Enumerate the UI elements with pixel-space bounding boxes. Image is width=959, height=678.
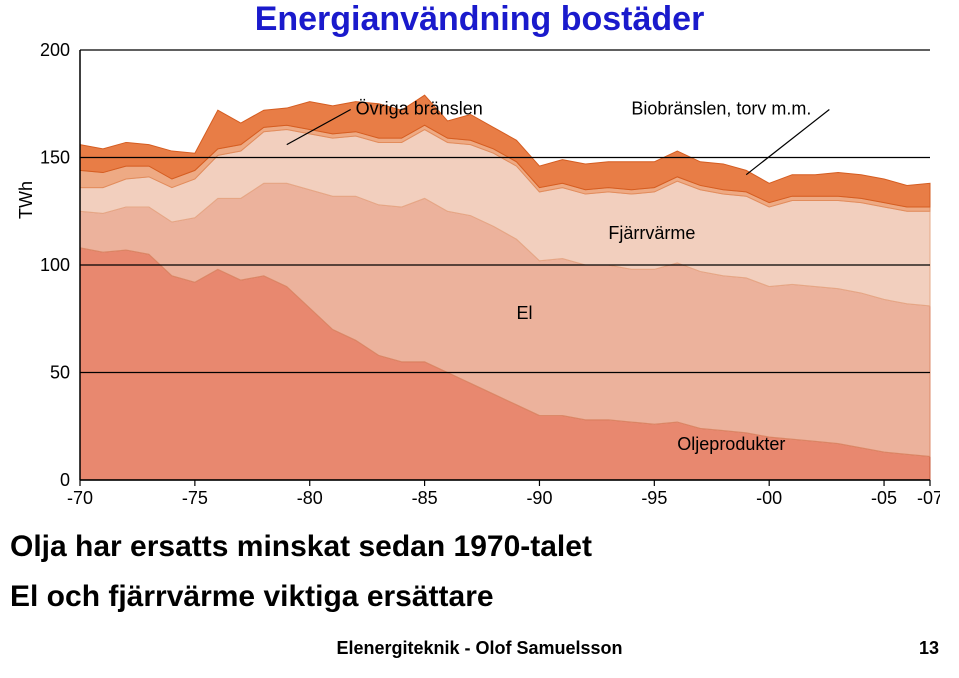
svg-text:Övriga bränslen: Övriga bränslen bbox=[356, 99, 483, 119]
svg-text:100: 100 bbox=[40, 255, 70, 275]
svg-text:150: 150 bbox=[40, 148, 70, 168]
svg-text:-95: -95 bbox=[641, 488, 667, 508]
svg-text:Biobränslen, torv m.m.: Biobränslen, torv m.m. bbox=[631, 99, 811, 119]
svg-text:0: 0 bbox=[60, 470, 70, 490]
page-number: 13 bbox=[919, 638, 939, 659]
footer-credit: Elenergiteknik - Olof Samuelsson bbox=[0, 638, 959, 659]
svg-text:El: El bbox=[516, 303, 532, 323]
svg-text:-70: -70 bbox=[67, 488, 93, 508]
svg-text:-07: -07 bbox=[917, 488, 940, 508]
svg-text:-05: -05 bbox=[871, 488, 897, 508]
energy-chart: 0 50 100 150 200 -70 -75 -80 -85 -90 -95 -00 -05 -07 T… bbox=[10, 40, 940, 510]
caption-line-2: El och fjärrvärme viktiga ersättare bbox=[0, 580, 959, 614]
stacked-area-svg: 0 50 100 150 200 -70 -75 -80 -85 -90 -95 -00 -05 -07 T… bbox=[10, 40, 940, 510]
svg-text:-00: -00 bbox=[756, 488, 782, 508]
svg-text:-85: -85 bbox=[412, 488, 438, 508]
svg-text:50: 50 bbox=[50, 363, 70, 383]
svg-text:-80: -80 bbox=[297, 488, 323, 508]
svg-text:TWh: TWh bbox=[16, 181, 36, 219]
page-title: Energianvändning bostäder bbox=[0, 0, 959, 39]
svg-text:Oljeprodukter: Oljeprodukter bbox=[677, 434, 785, 454]
svg-text:Fjärrvärme: Fjärrvärme bbox=[608, 223, 695, 243]
svg-text:-75: -75 bbox=[182, 488, 208, 508]
svg-text:-90: -90 bbox=[526, 488, 552, 508]
svg-text:200: 200 bbox=[40, 40, 70, 60]
caption-line-1: Olja har ersatts minskat sedan 1970-tale… bbox=[0, 530, 959, 564]
